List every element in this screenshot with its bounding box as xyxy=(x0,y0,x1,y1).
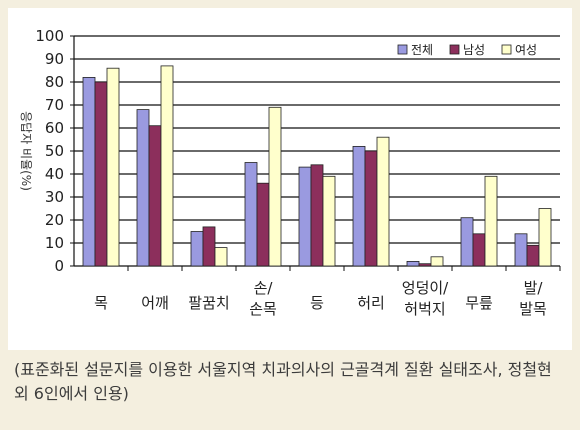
legend-label: 남성 xyxy=(463,43,485,57)
source-caption: (표준화된 설문지를 이용한 서울지역 치과의사의 근골격계 질환 실태조사, … xyxy=(14,360,552,403)
x-category-label: 무릎 xyxy=(465,294,493,312)
x-category-label: 엉덩이/ xyxy=(402,279,449,297)
chart-panel: 0 10 20 30 40 50 60 70 80 90 100 응답자 비율(%) 목 어깨 팔꿈치 손/손… xyxy=(8,8,572,350)
bar xyxy=(202,226,216,267)
bar xyxy=(460,217,474,267)
bar xyxy=(148,125,162,267)
bar xyxy=(514,233,528,267)
y-axis-label: 응답자 비율(%) xyxy=(19,111,33,191)
y-tick-label: 10 xyxy=(45,234,64,252)
x-category-label: 발/ xyxy=(524,279,544,297)
x-category-label: 어깨 xyxy=(141,294,169,312)
y-tick-label: 60 xyxy=(45,119,64,137)
bar xyxy=(94,81,108,267)
x-category-label: 허벅지 xyxy=(404,300,445,318)
x-category-label: 발목 xyxy=(519,300,547,318)
y-tick-label: 50 xyxy=(45,142,64,160)
y-tick-label: 20 xyxy=(45,211,64,229)
bar xyxy=(244,162,258,267)
bar xyxy=(190,231,204,267)
x-category-label: 손목 xyxy=(249,300,277,318)
bar xyxy=(136,109,150,267)
bar xyxy=(472,233,486,267)
legend-swatch xyxy=(397,44,408,55)
bar xyxy=(364,150,378,267)
x-category-label: 등 xyxy=(310,294,324,312)
bar xyxy=(268,106,282,267)
bar xyxy=(418,263,432,267)
y-tick-label: 70 xyxy=(45,96,64,114)
x-category-label: 허리 xyxy=(357,294,385,312)
bar xyxy=(322,175,336,267)
bar xyxy=(406,260,420,267)
bar xyxy=(310,164,324,267)
y-tick-label: 80 xyxy=(45,73,64,91)
legend-swatch xyxy=(501,44,512,55)
bar xyxy=(82,77,96,267)
legend-label: 전체 xyxy=(411,43,433,57)
y-tick-label: 0 xyxy=(54,257,64,275)
y-tick-label: 30 xyxy=(45,188,64,206)
x-category-label: 손/ xyxy=(254,279,274,297)
bar xyxy=(214,247,228,267)
y-tick-label: 100 xyxy=(35,27,64,45)
bar xyxy=(430,256,444,267)
bar xyxy=(484,175,498,267)
bar xyxy=(298,166,312,267)
bar xyxy=(526,244,540,267)
x-category-label: 목 xyxy=(94,294,108,312)
x-category-label: 팔꿈치 xyxy=(188,294,229,312)
legend-swatch xyxy=(449,44,460,55)
y-tick-label: 90 xyxy=(45,50,64,68)
y-tick-label: 40 xyxy=(45,165,64,183)
bar xyxy=(538,208,552,267)
bar-chart: 0 10 20 30 40 50 60 70 80 90 100 응답자 비율(%) 목 어깨 팔꿈치 손/손… xyxy=(19,27,561,318)
bar xyxy=(376,136,390,267)
bar xyxy=(256,182,270,267)
bar xyxy=(352,145,366,267)
bar xyxy=(106,67,120,267)
legend-label: 여성 xyxy=(515,43,537,57)
bar xyxy=(160,65,174,267)
